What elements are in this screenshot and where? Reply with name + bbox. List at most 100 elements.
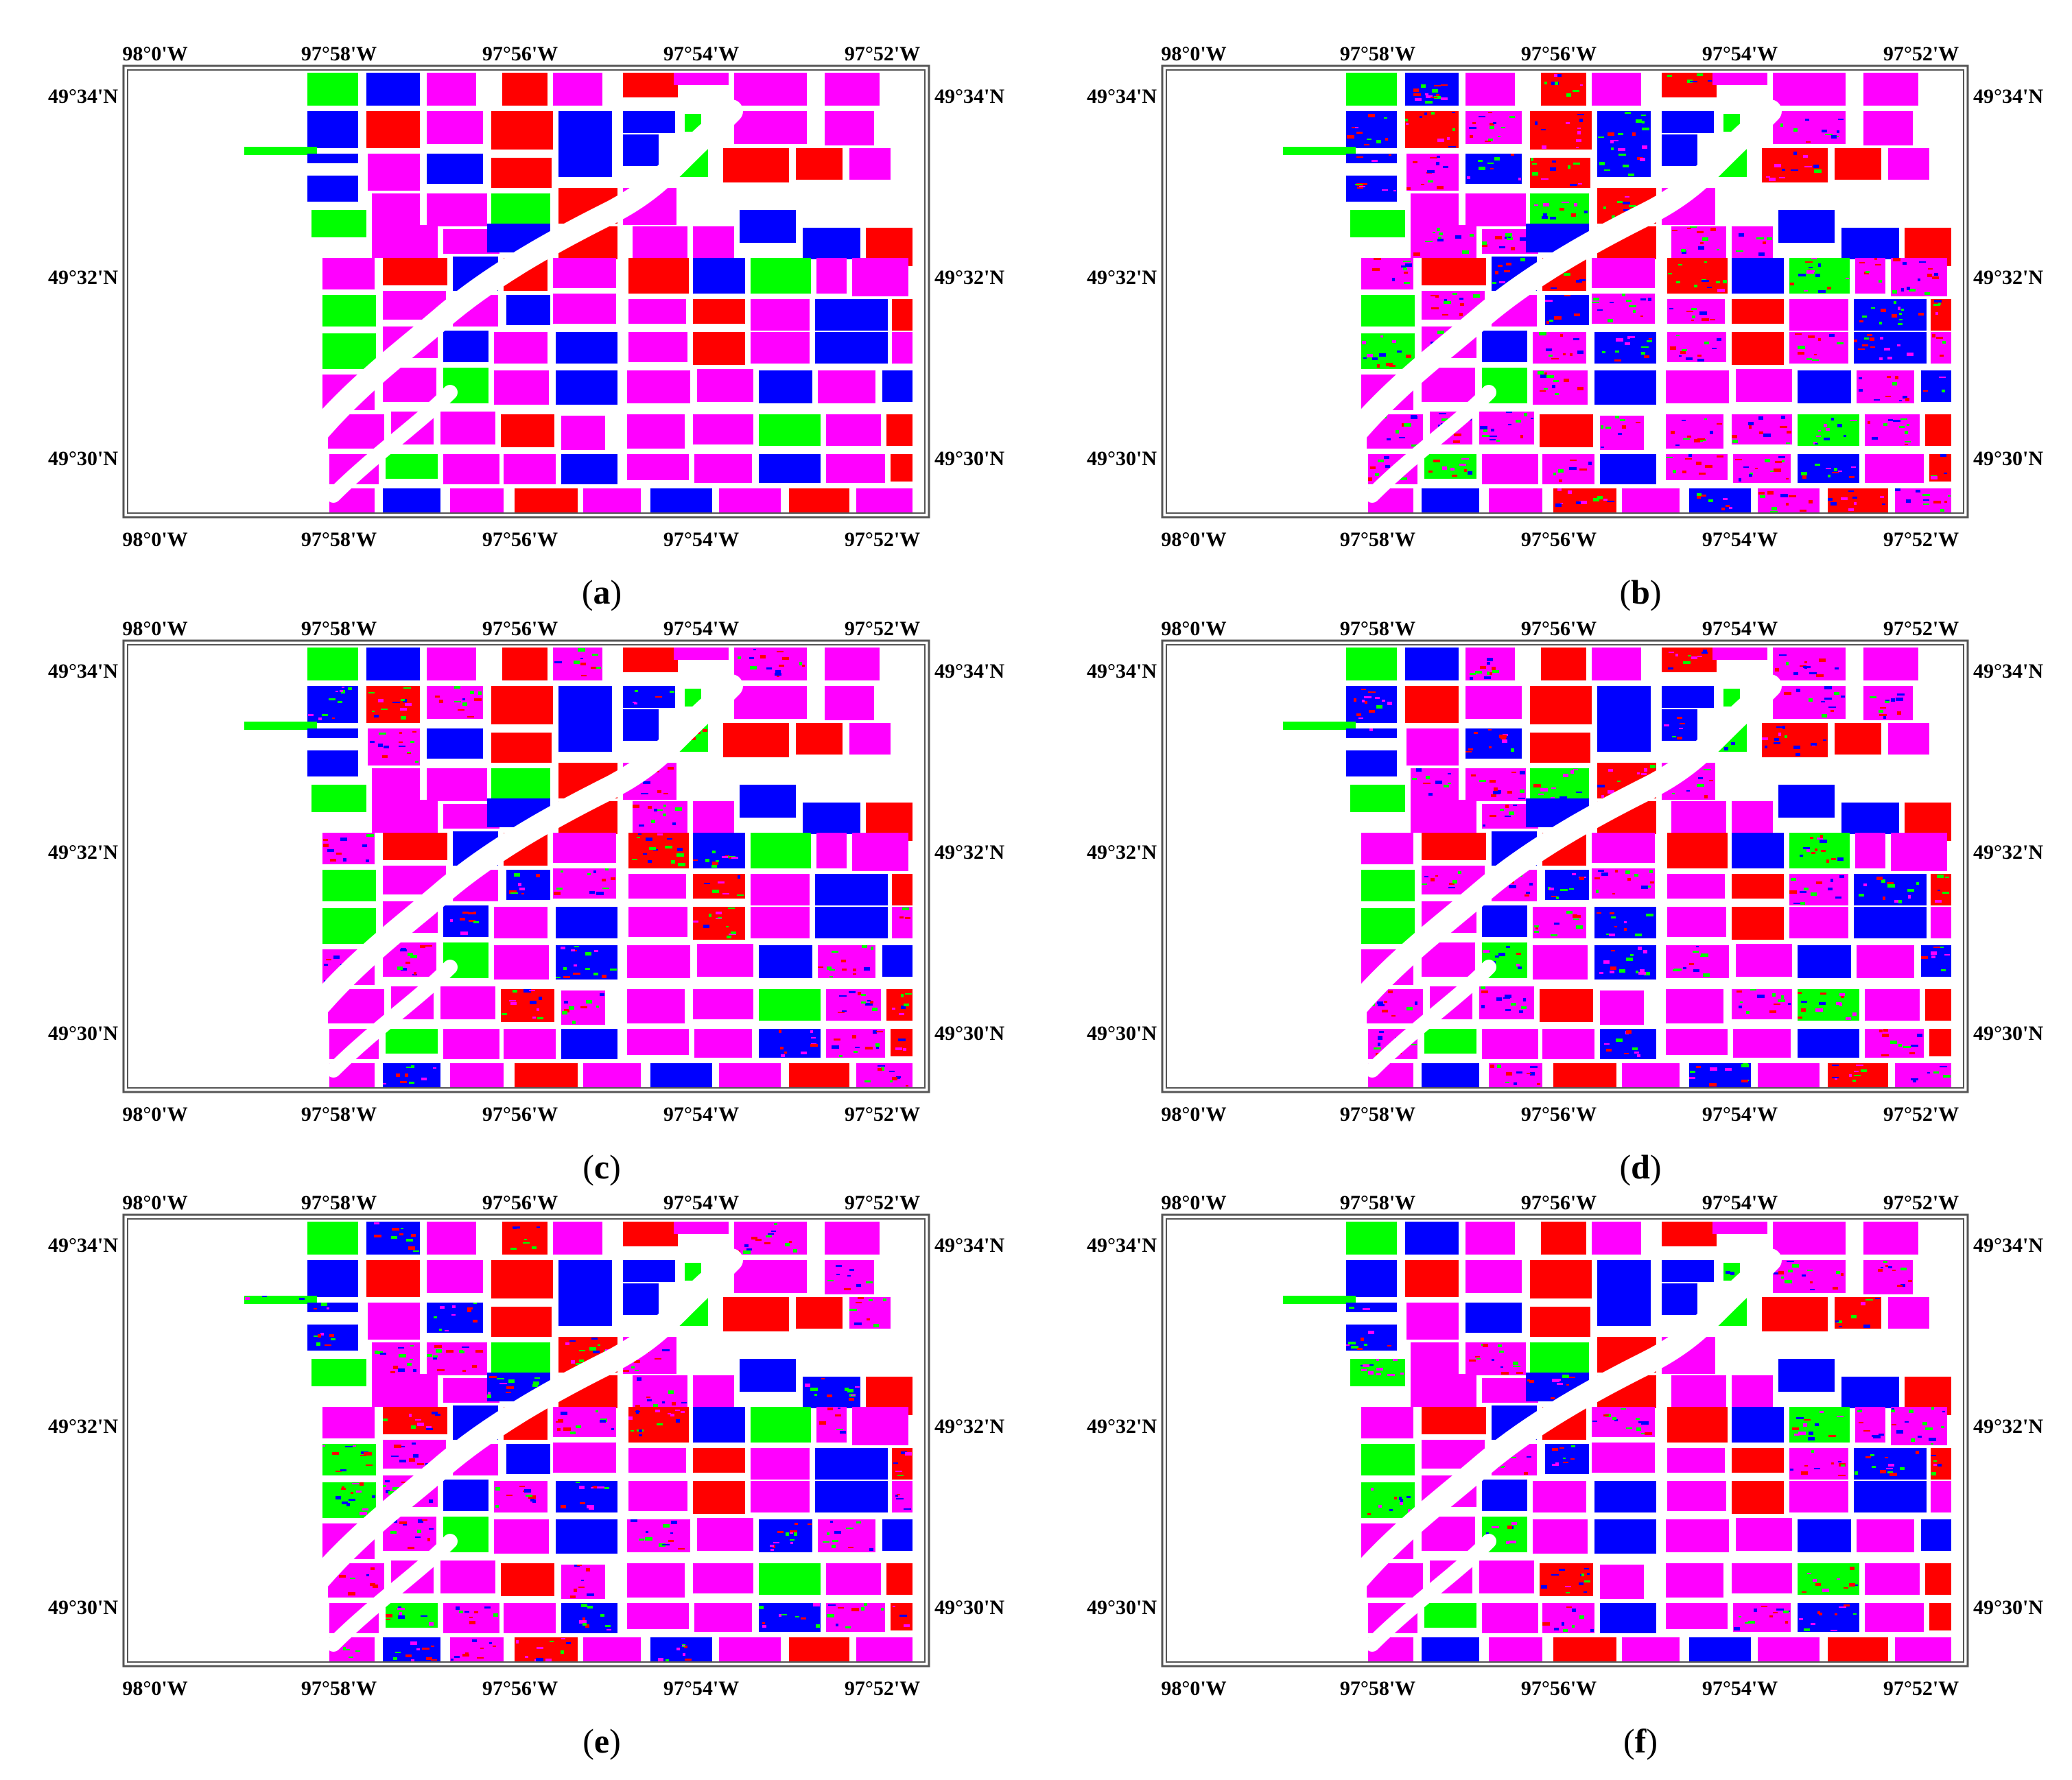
- crop-field: [1921, 370, 1951, 402]
- crop-field: [1925, 414, 1951, 446]
- right-lat-label: 49°32'N: [1973, 841, 2043, 864]
- crop-field: [1346, 176, 1397, 202]
- crop-field: [1789, 1448, 1848, 1480]
- crop-field: [368, 154, 420, 191]
- crop-field: [1411, 1374, 1476, 1407]
- crop-field: [556, 370, 617, 405]
- crop-field: [1533, 945, 1588, 980]
- crop-field: [1422, 833, 1486, 860]
- crop-field: [740, 1359, 796, 1392]
- crop-field: [882, 370, 913, 402]
- bottom-lon-label: 98°0'W: [1161, 528, 1226, 551]
- crop-field: [734, 648, 807, 680]
- crop-field: [443, 1480, 488, 1511]
- panel-caption: (b): [1619, 573, 1661, 611]
- crop-field: [1662, 1283, 1697, 1315]
- crop-field: [450, 1063, 504, 1088]
- crop-field: [1828, 488, 1888, 513]
- bottom-lon-label: 97°56'W: [1521, 528, 1597, 551]
- crop-field: [515, 1063, 578, 1088]
- crop-field: [1666, 1563, 1723, 1598]
- crop-field: [1545, 1444, 1589, 1474]
- caption-close-paren: ): [1646, 1722, 1658, 1760]
- bottom-lon-label: 97°52'W: [845, 528, 920, 551]
- crop-fields: [244, 73, 913, 513]
- crop-field: [825, 1222, 880, 1255]
- crop-field: [1530, 111, 1592, 150]
- crop-field: [825, 73, 880, 106]
- crop-field: [307, 728, 358, 738]
- crop-field: [583, 1637, 641, 1662]
- crop-field: [1530, 1307, 1590, 1337]
- crop-field: [1841, 1377, 1899, 1408]
- crop-field: [372, 800, 438, 833]
- crop-field: [1712, 648, 1767, 660]
- crop-field: [1411, 193, 1459, 225]
- crop-field: [450, 488, 504, 513]
- crop-field: [1482, 1603, 1538, 1633]
- crop-field: [1732, 1563, 1792, 1593]
- crop-field: [815, 1448, 888, 1480]
- crop-field: [1732, 907, 1784, 940]
- crop-field: [1865, 454, 1924, 483]
- crop-field: [1929, 1029, 1951, 1056]
- left-lat-label: 49°30'N: [48, 447, 118, 470]
- crop-field: [633, 226, 687, 259]
- crop-field: [759, 414, 821, 446]
- crop-field: [440, 412, 495, 444]
- crop-field: [1424, 454, 1476, 479]
- crop-field: [759, 1563, 821, 1595]
- bottom-lon-label: 97°52'W: [845, 1103, 920, 1126]
- bottom-lon-label: 97°54'W: [663, 1677, 739, 1700]
- crop-field: [693, 1448, 745, 1473]
- crop-field: [694, 1029, 752, 1058]
- crop-field: [633, 1375, 687, 1408]
- crop-field: [311, 210, 366, 237]
- crop-field: [1600, 1565, 1644, 1599]
- crop-field: [693, 833, 745, 868]
- crop-field: [1622, 1637, 1680, 1662]
- crop-field: [1841, 228, 1899, 259]
- crop-field: [852, 833, 908, 871]
- caption-letter: b: [1631, 573, 1650, 611]
- crop-field: [1798, 1029, 1859, 1058]
- crop-field: [1758, 1637, 1820, 1662]
- crop-field: [796, 723, 843, 755]
- top-lon-label: 97°58'W: [1340, 43, 1415, 65]
- crop-field: [697, 944, 753, 977]
- crop-field: [1921, 1519, 1951, 1551]
- crop-field: [892, 1481, 913, 1512]
- crop-field: [307, 648, 358, 680]
- crop-field: [1482, 905, 1527, 937]
- crop-field: [368, 1303, 420, 1340]
- crop-field: [1465, 1222, 1515, 1255]
- crop-field: [826, 1603, 885, 1632]
- crop-field: [558, 686, 612, 752]
- crop-field: [1854, 299, 1927, 331]
- map-frame-inner: [127, 69, 926, 514]
- crop-field: [856, 1063, 913, 1088]
- crop-field: [1929, 1603, 1951, 1630]
- crop-field: [803, 228, 860, 259]
- river-channel: [287, 1248, 743, 1615]
- crop-field: [1592, 1443, 1655, 1473]
- crop-field: [366, 1260, 420, 1297]
- crop-field: [1465, 1260, 1522, 1293]
- map-frame-outer: [122, 1213, 930, 1668]
- crop-field: [1888, 1297, 1929, 1329]
- crop-field: [674, 1222, 729, 1234]
- river-channel: [287, 99, 743, 466]
- crop-field: [440, 1561, 495, 1593]
- crop-field: [815, 299, 888, 331]
- map-frame-outer: [1161, 639, 1969, 1093]
- crop-field: [825, 686, 874, 720]
- crop-field: [751, 907, 810, 938]
- crop-field: [693, 874, 745, 899]
- crop-field: [1666, 414, 1723, 449]
- crop-field: [1857, 945, 1914, 978]
- crop-field: [751, 258, 811, 294]
- crop-field: [1798, 945, 1851, 978]
- crop-field: [1405, 686, 1459, 723]
- crop-field: [623, 111, 675, 133]
